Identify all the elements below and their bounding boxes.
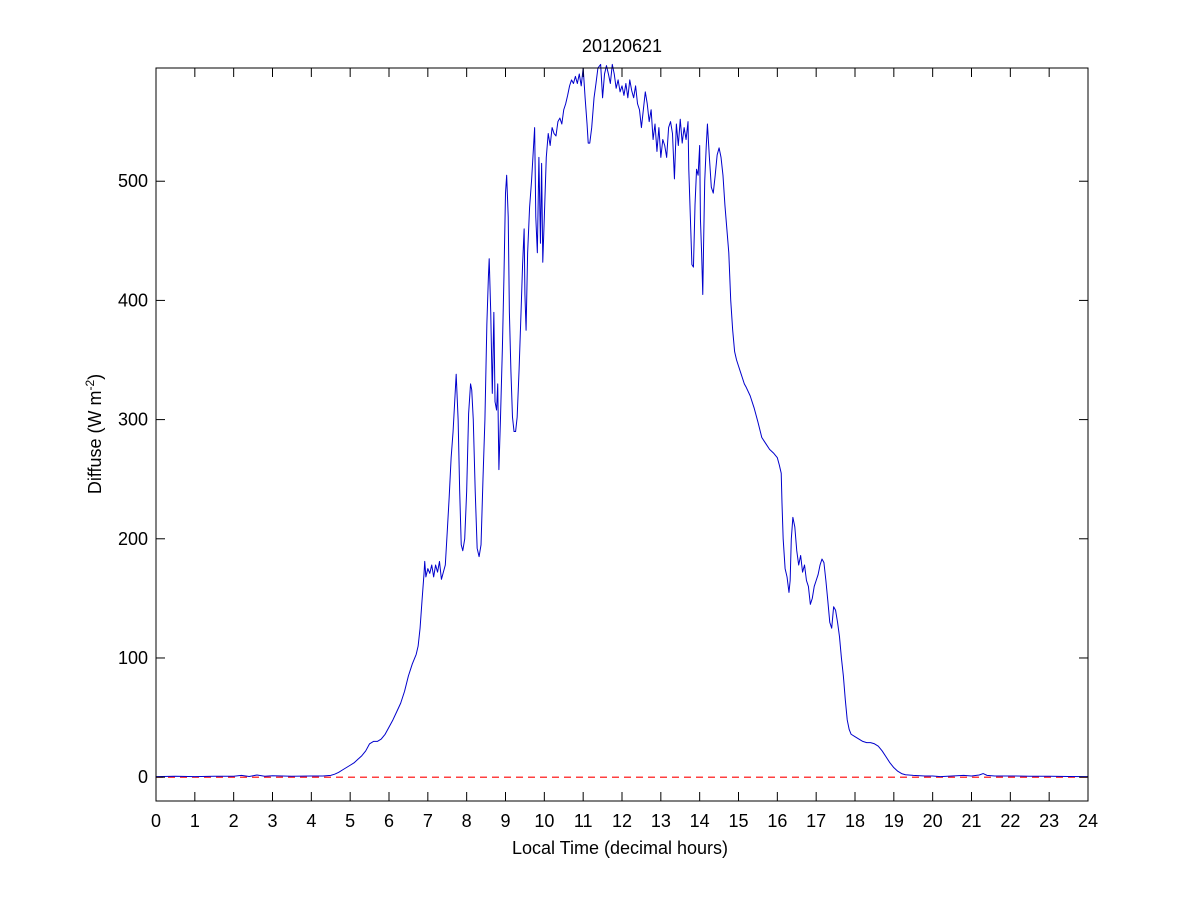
x-axis-label: Local Time (decimal hours) <box>512 838 728 858</box>
x-tick-label: 11 <box>574 811 593 831</box>
x-tick-label: 24 <box>1078 811 1098 831</box>
x-tick-label: 10 <box>534 811 554 831</box>
x-tick-label: 12 <box>612 811 632 831</box>
y-tick-label: 200 <box>118 529 148 549</box>
y-tick-label: 500 <box>118 171 148 191</box>
x-tick-label: 21 <box>961 811 981 831</box>
series-line-0 <box>155 63 1089 778</box>
y-axis-ticks: 0 100 200 300 400 500 <box>118 171 1088 787</box>
y-axis-label-superscript: -2 <box>83 379 97 390</box>
x-tick-label: 2 <box>229 811 239 831</box>
x-tick-label: 4 <box>306 811 316 831</box>
x-tick-label: 16 <box>767 811 787 831</box>
x-tick-label: 17 <box>806 811 826 831</box>
x-tick-label: 7 <box>423 811 433 831</box>
x-tick-label: 23 <box>1039 811 1059 831</box>
x-tick-label: 22 <box>1000 811 1020 831</box>
plot-area <box>155 63 1089 778</box>
y-tick-label: 400 <box>118 290 148 310</box>
x-tick-label: 6 <box>384 811 394 831</box>
x-tick-label: 0 <box>151 811 161 831</box>
y-tick-label: 300 <box>118 410 148 430</box>
chart-title: 20120621 <box>582 36 662 56</box>
x-tick-label: 5 <box>345 811 355 831</box>
x-axis-ticks: 0 1 2 3 4 5 6 7 8 9 10 11 12 13 14 15 16 17 18 19 20 21 22 23 24 <box>151 68 1098 831</box>
y-axis-label-close: ) <box>85 374 105 380</box>
x-tick-label: 3 <box>267 811 277 831</box>
x-tick-label: 15 <box>728 811 748 831</box>
y-tick-label: 100 <box>118 648 148 668</box>
y-axis-label-main: Diffuse (W m <box>85 390 105 494</box>
x-tick-label: 18 <box>845 811 865 831</box>
x-tick-label: 19 <box>884 811 904 831</box>
x-tick-label: 1 <box>190 811 200 831</box>
x-tick-label: 9 <box>500 811 510 831</box>
x-tick-label: 14 <box>690 811 710 831</box>
y-tick-label: 0 <box>138 767 148 787</box>
x-tick-label: 20 <box>923 811 943 831</box>
x-tick-label: 13 <box>651 811 671 831</box>
y-axis-label: Diffuse (W m-2) <box>83 374 105 494</box>
x-tick-label: 8 <box>462 811 472 831</box>
